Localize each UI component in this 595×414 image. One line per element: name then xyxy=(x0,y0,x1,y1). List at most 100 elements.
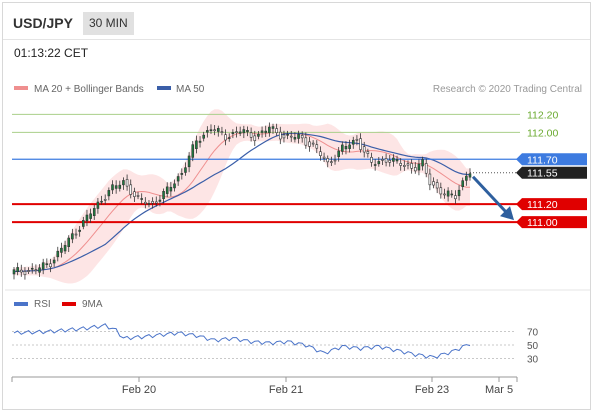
candle-body xyxy=(133,191,136,197)
candle-body xyxy=(319,151,322,156)
candle-body xyxy=(23,271,27,276)
candle-body xyxy=(413,167,417,172)
candle-body xyxy=(388,159,392,163)
rsi-level-label: 50 xyxy=(527,341,539,352)
forecast-arrow-shaft xyxy=(471,175,510,216)
candle-body xyxy=(304,137,308,146)
candle-body xyxy=(344,146,348,150)
support-label: 111.00 xyxy=(527,217,558,229)
ma20-line xyxy=(13,131,470,272)
candle-body xyxy=(169,186,173,192)
bollinger-legend-swatch xyxy=(14,86,28,90)
candle-body xyxy=(326,158,330,163)
candle-body xyxy=(129,184,133,195)
last-price-label: 111.55 xyxy=(527,168,558,180)
candle-body xyxy=(165,186,169,194)
candle-body xyxy=(107,190,111,197)
candle-body xyxy=(195,140,198,150)
candle-body xyxy=(162,191,165,199)
interval-badge[interactable]: 30 MIN xyxy=(83,12,134,35)
candle-body xyxy=(348,144,351,149)
candle-body xyxy=(246,130,249,133)
candle-body xyxy=(122,180,125,186)
candle-body xyxy=(238,131,242,134)
candle-body xyxy=(279,131,282,140)
symbol-title: USD/JPY xyxy=(13,15,73,31)
bollinger-legend-label: MA 20 + Bollinger Bands xyxy=(34,84,144,95)
candle-body xyxy=(213,129,216,132)
rsi-level-label: 70 xyxy=(527,328,539,339)
credit-label: Research © 2020 Trading Central xyxy=(433,84,582,95)
candle-body xyxy=(446,190,450,197)
ma9-legend-swatch xyxy=(62,302,76,306)
candle-body xyxy=(421,159,424,167)
candle-body xyxy=(275,128,278,133)
pivot-label: 111.70 xyxy=(527,154,558,166)
candle-body xyxy=(147,203,151,205)
candle-body xyxy=(362,146,366,153)
candle-body xyxy=(333,159,337,162)
forecast-arrow xyxy=(471,175,514,221)
candle-body xyxy=(392,157,395,162)
candle-body xyxy=(74,233,78,236)
chart-frame xyxy=(2,2,591,410)
candle-body xyxy=(264,130,268,133)
candle-body xyxy=(461,180,464,187)
candle-body xyxy=(439,187,443,195)
ma9-legend-label: 9MA xyxy=(82,299,103,310)
candle-body xyxy=(191,144,195,158)
candle-body xyxy=(158,199,162,202)
candle-body xyxy=(27,270,30,272)
candle-body xyxy=(341,144,344,152)
bollinger-bands xyxy=(14,109,470,284)
candle-body xyxy=(311,142,315,145)
candle-body xyxy=(468,173,472,178)
rsi-legend-label: RSI xyxy=(34,299,51,310)
candle-body xyxy=(41,262,45,270)
timestamp: 01:13:22 CET xyxy=(14,46,89,60)
candle-body xyxy=(271,126,275,129)
candle-body xyxy=(257,133,260,137)
candle-body xyxy=(373,164,377,166)
candle-body xyxy=(71,233,74,240)
candle-body xyxy=(337,150,340,157)
candle-body xyxy=(12,269,16,275)
candle-body xyxy=(187,155,191,168)
candle-body xyxy=(384,158,388,163)
candle-body xyxy=(60,247,63,253)
candle-body xyxy=(30,267,34,270)
ma50-legend-label: MA 50 xyxy=(176,84,205,95)
candle-body xyxy=(144,201,147,204)
candle-body xyxy=(322,156,326,159)
candle-body xyxy=(381,159,384,161)
candle-body xyxy=(454,195,457,200)
candle-body xyxy=(224,134,227,141)
candle-body xyxy=(16,267,19,272)
ma50-line xyxy=(13,132,471,273)
candle-body xyxy=(154,201,158,204)
candle-body xyxy=(52,259,56,264)
forecast-arrow-head xyxy=(500,206,514,221)
candle-body xyxy=(242,129,246,134)
level-labels: 112.20 112.00 111.70 111.55 111.20 111.00 xyxy=(516,109,587,229)
candle-body xyxy=(63,245,67,252)
candle-body xyxy=(450,193,454,196)
candle-body xyxy=(286,133,289,136)
support-label: 111.20 xyxy=(527,199,558,211)
candle-body xyxy=(260,130,264,133)
candle-body xyxy=(428,173,432,186)
moving-averages xyxy=(13,131,471,273)
support-label-tag xyxy=(516,216,587,229)
candle-body xyxy=(399,163,402,166)
rsi-line xyxy=(13,323,471,359)
candle-body xyxy=(198,140,202,143)
candle-body xyxy=(300,135,304,139)
candle-body xyxy=(432,181,435,186)
candle-body xyxy=(403,165,406,167)
resistance-label: 112.20 xyxy=(527,109,558,121)
candle-body xyxy=(249,132,253,138)
candle-body xyxy=(103,199,107,201)
candle-body xyxy=(417,163,421,171)
candle-body xyxy=(176,176,180,182)
candle-body xyxy=(315,144,319,149)
